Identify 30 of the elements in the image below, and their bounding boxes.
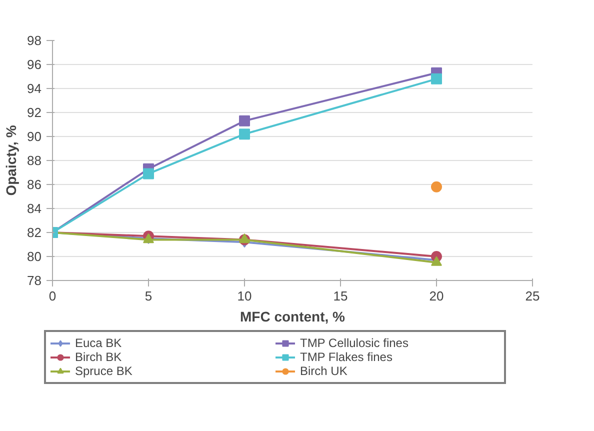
y-tick-label: 86 [27, 177, 42, 192]
y-tick-label: 98 [27, 33, 42, 48]
point [143, 168, 154, 180]
point [431, 73, 442, 84]
legend-label: Birch BK [74, 350, 123, 364]
x-tick-label: 0 [48, 288, 56, 304]
legend-label: Euca BK [74, 336, 123, 350]
x-tick-label: 10 [237, 288, 252, 304]
x-tick-label: 15 [333, 288, 348, 304]
y-axis-title: Opaicty, % [3, 124, 20, 196]
point [239, 115, 250, 126]
y-tick-label: 84 [27, 201, 42, 216]
x-axis-title: MFC content, % [240, 308, 346, 324]
y-tick-label: 90 [27, 129, 42, 144]
legend-label: Birch UK [300, 364, 348, 378]
y-tick-label: 88 [27, 153, 42, 168]
legend-label: TMP Cellulosic fines [300, 336, 410, 350]
legend-label: TMP Flakes fines [300, 350, 394, 364]
y-tick-label: 82 [27, 225, 42, 240]
y-tick-label: 78 [27, 273, 42, 288]
y-tick-label: 94 [27, 81, 42, 96]
x-tick-label: 25 [525, 288, 540, 304]
x-tick-label: 5 [144, 288, 152, 304]
y-tick-label: 80 [27, 249, 42, 264]
x-tick-label: 20 [429, 288, 444, 304]
y-tick-label: 92 [27, 105, 42, 120]
point [431, 181, 442, 192]
y-tick-label: 96 [27, 57, 42, 72]
point [239, 128, 250, 140]
legend-label: Spruce BK [74, 364, 134, 378]
